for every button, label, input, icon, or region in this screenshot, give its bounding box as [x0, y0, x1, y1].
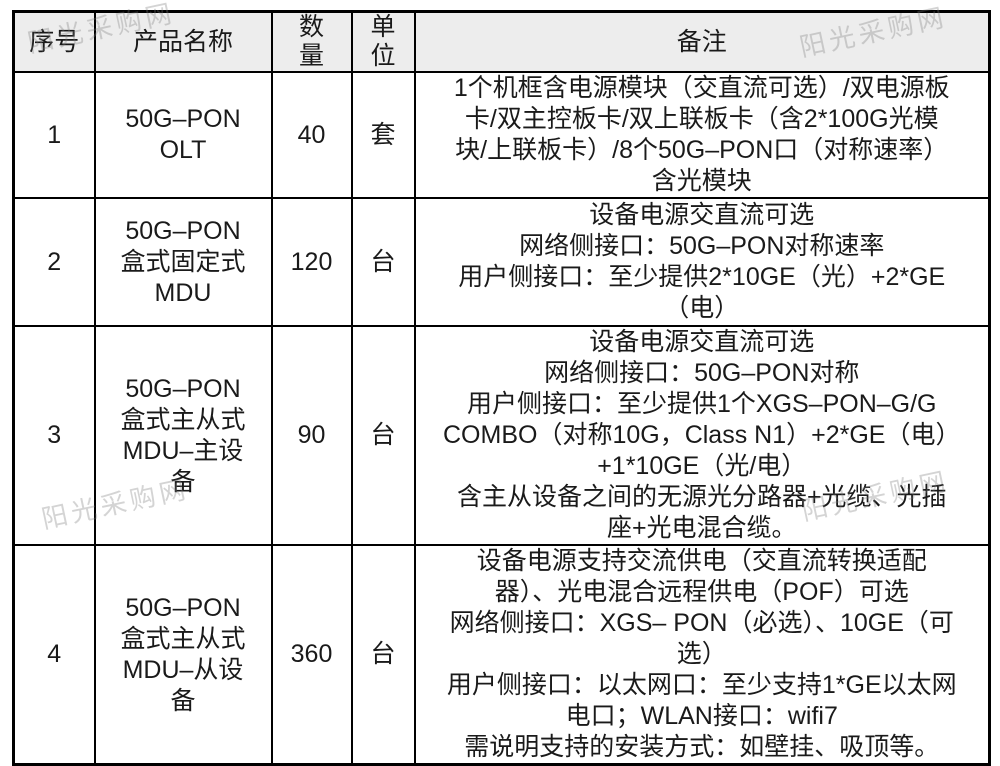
cell-serial: 2 [12, 197, 96, 327]
cell-product-name: 50G–PON 盒式主从式 MDU–从设 备 [93, 544, 273, 766]
col-header-serial: 序号 [12, 10, 96, 73]
cell-serial: 4 [12, 544, 96, 766]
col-header-unit: 单 位 [350, 10, 416, 73]
cell-product-name: 50G–PON OLT [93, 71, 273, 199]
cell-quantity: 90 [270, 325, 353, 546]
cell-serial: 3 [12, 325, 96, 546]
product-spec-table: 序号 产品名称 数 量 单 位 备注 1 50G–PON OLT 40 套 1个… [12, 10, 991, 766]
cell-unit: 台 [350, 544, 416, 766]
cell-remark: 设备电源支持交流供电（交直流转换适配 器）、光电混合远程供电（POF）可选 网络… [413, 544, 991, 766]
cell-quantity: 40 [270, 71, 353, 199]
header-row: 序号 产品名称 数 量 单 位 备注 [12, 10, 991, 73]
cell-remark: 设备电源交直流可选 网络侧接口：50G–PON对称 用户侧接口：至少提供1个XG… [413, 325, 991, 546]
col-header-quantity: 数 量 [270, 10, 353, 73]
cell-remark: 设备电源交直流可选 网络侧接口：50G–PON对称速率 用户侧接口：至少提供2*… [413, 197, 991, 327]
cell-quantity: 360 [270, 544, 353, 766]
table-row: 2 50G–PON 盒式固定式 MDU 120 台 设备电源交直流可选 网络侧接… [12, 197, 991, 327]
col-header-remark: 备注 [413, 10, 991, 73]
cell-unit: 台 [350, 325, 416, 546]
cell-unit: 套 [350, 71, 416, 199]
col-header-product-name: 产品名称 [93, 10, 273, 73]
table-row: 4 50G–PON 盒式主从式 MDU–从设 备 360 台 设备电源支持交流供… [12, 544, 991, 766]
table-row: 3 50G–PON 盒式主从式 MDU–主设 备 90 台 设备电源交直流可选 … [12, 325, 991, 546]
cell-serial: 1 [12, 71, 96, 199]
cell-product-name: 50G–PON 盒式固定式 MDU [93, 197, 273, 327]
cell-quantity: 120 [270, 197, 353, 327]
cell-remark: 1个机框含电源模块（交直流可选）/双电源板 卡/双主控板卡/双上联板卡（含2*1… [413, 71, 991, 199]
cell-unit: 台 [350, 197, 416, 327]
cell-product-name: 50G–PON 盒式主从式 MDU–主设 备 [93, 325, 273, 546]
table-row: 1 50G–PON OLT 40 套 1个机框含电源模块（交直流可选）/双电源板… [12, 71, 991, 199]
